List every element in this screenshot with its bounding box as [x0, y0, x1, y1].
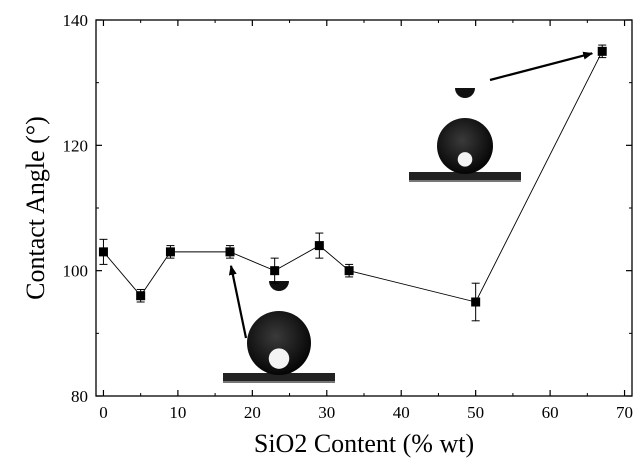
substrate-edge	[409, 180, 521, 182]
falling-drop	[455, 88, 475, 98]
data-point	[98, 247, 108, 257]
droplet-highlight	[268, 348, 290, 369]
y-tick-label: 80	[71, 387, 88, 406]
arrow	[489, 51, 594, 82]
x-tick-label: 30	[318, 403, 335, 422]
data-point	[165, 247, 175, 257]
x-tick-label: 70	[616, 403, 633, 422]
data-point	[471, 297, 481, 307]
droplet-inset	[409, 88, 521, 182]
plot-frame	[95, 19, 633, 397]
droplet	[437, 118, 493, 174]
y-axis-label: Contact Angle (°)	[21, 116, 50, 300]
data-point	[597, 46, 607, 56]
y-tick-label: 120	[63, 136, 89, 155]
droplet-inset	[223, 281, 335, 383]
x-tick-label: 0	[99, 403, 108, 422]
data-point	[136, 291, 146, 301]
x-tick-label: 50	[467, 403, 484, 422]
data-point	[225, 247, 235, 257]
falling-drop	[269, 281, 289, 291]
substrate	[223, 373, 335, 381]
substrate-edge	[223, 381, 335, 383]
y-tick-label: 140	[63, 11, 89, 30]
data-point	[270, 266, 280, 276]
substrate	[409, 172, 521, 180]
data-point	[314, 241, 324, 251]
x-tick-label: 40	[393, 403, 410, 422]
x-tick-label: 20	[244, 403, 261, 422]
x-tick-label: 10	[169, 403, 186, 422]
data-point	[344, 266, 354, 276]
x-tick-label: 60	[542, 403, 559, 422]
droplet-highlight	[457, 152, 473, 167]
y-tick-label: 100	[63, 262, 89, 281]
arrow	[228, 264, 248, 339]
x-axis-label: SiO2 Content (% wt)	[254, 429, 474, 458]
droplet	[247, 311, 311, 375]
